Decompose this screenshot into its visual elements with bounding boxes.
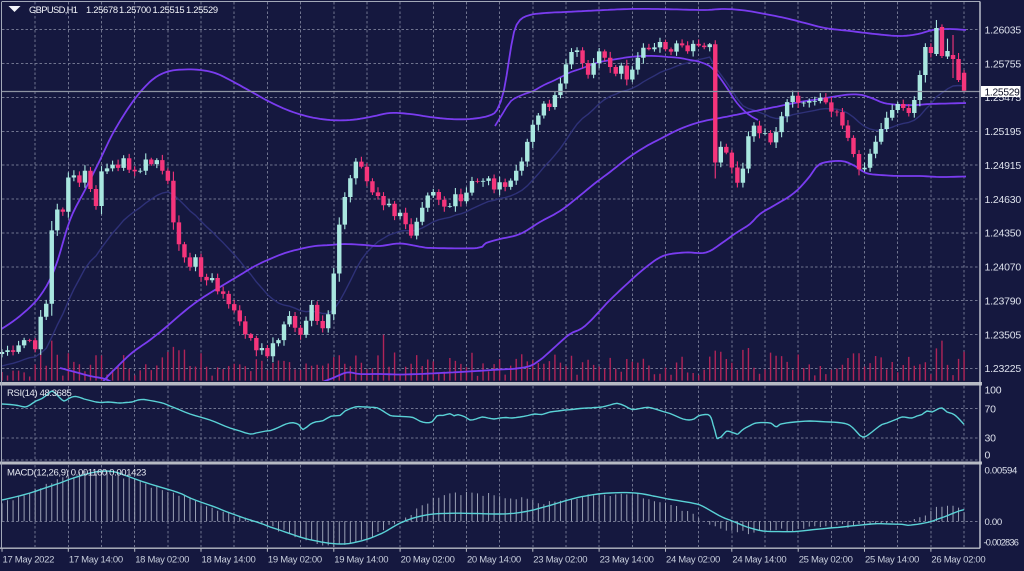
svg-text:100: 100 xyxy=(985,385,1002,397)
svg-text:19 May 02:00: 19 May 02:00 xyxy=(268,555,322,566)
svg-text:-0.002836: -0.002836 xyxy=(984,538,1019,548)
svg-text:30: 30 xyxy=(985,433,997,445)
svg-text:17 May 2022: 17 May 2022 xyxy=(3,555,55,566)
svg-text:20 May 02:00: 20 May 02:00 xyxy=(401,555,455,566)
svg-text:23 May 02:00: 23 May 02:00 xyxy=(533,555,587,566)
svg-text:1.23225: 1.23225 xyxy=(985,363,1022,375)
svg-text:24 May 02:00: 24 May 02:00 xyxy=(666,555,720,566)
svg-text:1.24070: 1.24070 xyxy=(985,262,1022,274)
svg-text:23 May 14:00: 23 May 14:00 xyxy=(600,555,654,566)
svg-text:24 May 14:00: 24 May 14:00 xyxy=(732,555,786,566)
svg-text:1.25529: 1.25529 xyxy=(985,87,1021,98)
svg-text:0.00: 0.00 xyxy=(985,517,1002,528)
svg-text:70: 70 xyxy=(985,404,997,416)
svg-text:25 May 02:00: 25 May 02:00 xyxy=(799,555,853,566)
svg-text:18 May 02:00: 18 May 02:00 xyxy=(135,555,189,566)
svg-text:1.24630: 1.24630 xyxy=(985,194,1022,206)
svg-text:19 May 14:00: 19 May 14:00 xyxy=(334,555,388,566)
svg-text:26 May 02:00: 26 May 02:00 xyxy=(931,555,985,566)
svg-text:0: 0 xyxy=(985,450,991,462)
svg-text:1.23505: 1.23505 xyxy=(985,329,1022,341)
svg-text:1.25755: 1.25755 xyxy=(985,58,1022,70)
svg-text:17 May 14:00: 17 May 14:00 xyxy=(69,555,123,566)
svg-text:1.23790: 1.23790 xyxy=(985,295,1022,307)
svg-text:1.24350: 1.24350 xyxy=(985,228,1022,240)
svg-text:1.25678: 1.25678 xyxy=(86,4,118,15)
svg-text:18 May 14:00: 18 May 14:00 xyxy=(202,555,256,566)
svg-text:1.25515: 1.25515 xyxy=(153,4,185,15)
svg-text:1.25195: 1.25195 xyxy=(985,126,1022,138)
svg-text:1.25529: 1.25529 xyxy=(186,4,218,15)
svg-text:0.00594: 0.00594 xyxy=(985,466,1019,477)
svg-text:1.24915: 1.24915 xyxy=(985,160,1022,172)
svg-text:RSI(14) 48.3685: RSI(14) 48.3685 xyxy=(7,388,72,399)
svg-text:GBPUSD,H1: GBPUSD,H1 xyxy=(29,4,78,15)
svg-text:25 May 14:00: 25 May 14:00 xyxy=(865,555,919,566)
svg-text:20 May 14:00: 20 May 14:00 xyxy=(467,555,521,566)
svg-text:MACD(12,26,9) 0.001160 0.00142: MACD(12,26,9) 0.001160 0.001423 xyxy=(7,468,146,479)
svg-text:1.26035: 1.26035 xyxy=(985,25,1022,37)
svg-text:1.25700: 1.25700 xyxy=(119,4,151,15)
